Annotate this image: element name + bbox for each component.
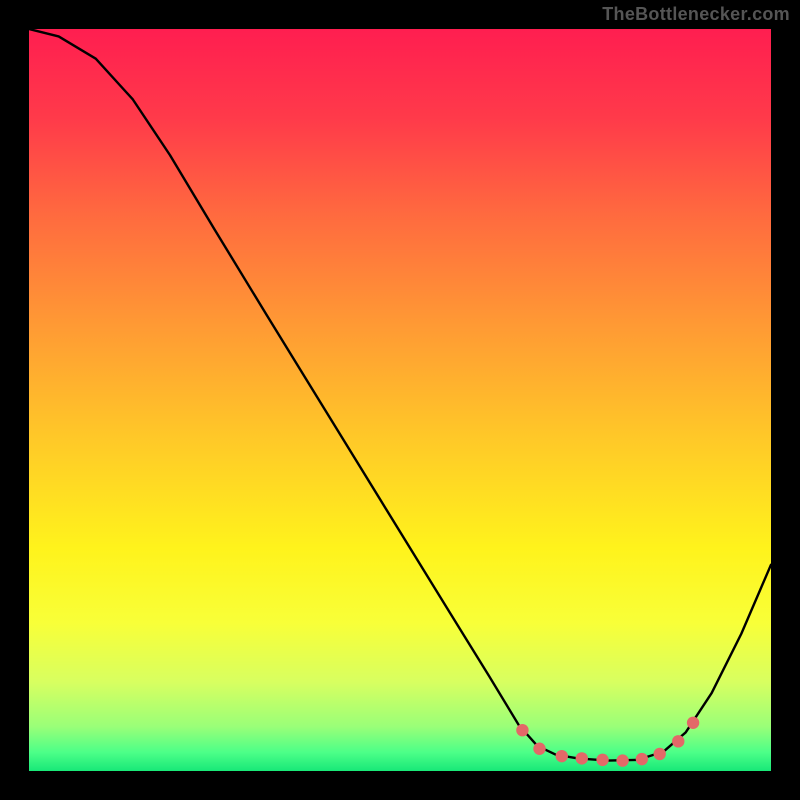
optimal-dot [636,753,648,765]
optimal-dot [516,724,528,736]
optimal-range-dots [516,717,699,767]
optimal-dot [616,754,628,766]
optimal-dot [576,752,588,764]
watermark-text: TheBottlenecker.com [602,4,790,25]
optimal-dot [596,754,608,766]
optimal-dot [672,735,684,747]
optimal-dot [556,750,568,762]
bottleneck-curve [29,29,771,761]
optimal-dot [687,717,699,729]
optimal-dot [654,748,666,760]
outer-frame: TheBottlenecker.com [0,0,800,800]
optimal-dot [533,743,545,755]
chart-svg [29,29,771,771]
chart-plot-area [29,29,771,771]
